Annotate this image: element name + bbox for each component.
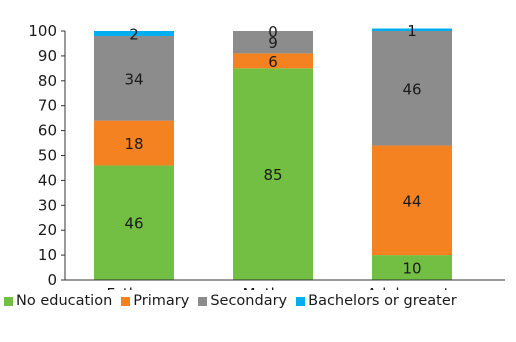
data-label-secondary: 34 <box>124 70 143 88</box>
data-label-primary: 18 <box>124 135 143 153</box>
bar-stack-fathers: 46 18 34 2 <box>94 25 174 280</box>
y-tick-label: 0 <box>47 271 57 289</box>
bar-segment-secondary <box>94 35 174 121</box>
legend-item-no-education: No education <box>4 293 112 309</box>
y-tick-label: 90 <box>38 47 57 65</box>
data-label-bachelors-or-greater: 0 <box>268 23 278 41</box>
bar-segment-bachelors-or-greater <box>372 28 452 31</box>
legend-label: Bachelors or greater <box>308 293 457 309</box>
data-label-primary: 6 <box>268 53 278 71</box>
bar-segment-no-education <box>233 68 313 280</box>
bar-segment-no-education <box>372 255 452 280</box>
bar-segment-no-education <box>94 165 174 280</box>
legend-swatch <box>4 296 13 306</box>
y-tick-label: 30 <box>38 196 57 214</box>
legend-swatch <box>121 296 131 306</box>
y-tick-label: 40 <box>38 171 57 189</box>
data-label-secondary: 9 <box>268 34 278 52</box>
bar-segment-secondary <box>372 31 452 146</box>
y-tick-label: 70 <box>38 97 57 115</box>
data-label-no-education: 85 <box>263 166 282 184</box>
data-label-bachelors-or-greater: 2 <box>129 25 139 43</box>
bar-segment-primary <box>372 145 452 256</box>
data-label-no-education: 10 <box>402 260 421 278</box>
legend-item-bachelors-or-greater: Bachelors or greater <box>296 293 457 309</box>
legend-swatch <box>296 296 306 306</box>
y-tick-label: 80 <box>38 72 57 90</box>
y-tick-label: 10 <box>38 246 57 264</box>
y-tick-label: 50 <box>38 147 57 165</box>
legend-label: Primary <box>133 293 190 309</box>
legend-swatch <box>198 296 208 306</box>
y-tick-label: 100 <box>28 22 57 40</box>
data-label-secondary: 46 <box>402 80 421 98</box>
bar-stack-adolescents: 10 44 46 1 <box>372 22 452 280</box>
data-label-bachelors-or-greater: 1 <box>407 22 417 40</box>
bar-stack-mothers: 85 690 <box>233 23 313 280</box>
y-axis: 0 10 20 30 40 50 60 70 80 90 100 <box>28 22 66 289</box>
bar-segment-bachelors-or-greater <box>94 31 174 36</box>
x-tick-label: Fathers <box>106 285 161 290</box>
legend-item-secondary: Secondary <box>198 293 287 309</box>
legend-label: No education <box>16 293 113 309</box>
legend: No education Primary Secondary Bachelors or… <box>4 293 457 309</box>
bar-segment-primary <box>94 120 174 166</box>
data-label-primary: 44 <box>402 192 421 210</box>
y-tick-label: 60 <box>38 122 57 140</box>
x-axis: Fathers Mothers Adolescents <box>65 279 505 290</box>
legend-item-primary: Primary <box>121 293 189 309</box>
data-label-no-education: 46 <box>124 215 143 233</box>
x-tick-label: Mothers <box>243 285 304 290</box>
x-tick-label: Adolescents <box>367 285 458 290</box>
legend-label: Secondary <box>210 293 288 309</box>
bar-segment-secondary <box>233 31 313 54</box>
y-tick-label: 20 <box>38 221 57 239</box>
bar-segment-primary <box>233 53 313 69</box>
bars: 46 18 34 2 85 690 10 44 46 1 <box>94 22 452 280</box>
